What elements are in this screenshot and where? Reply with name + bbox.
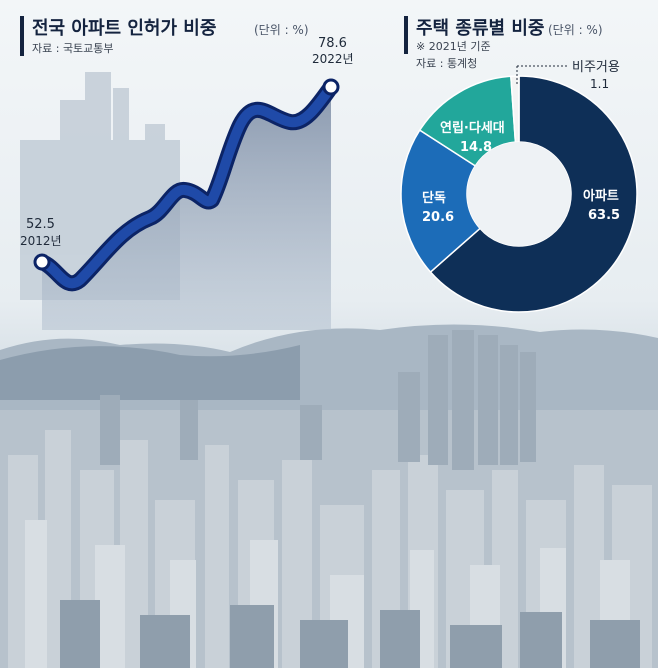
donut-chart [400, 75, 638, 313]
point-end [322, 78, 340, 96]
slice-label-non-residential: 비주거용 [572, 60, 620, 75]
area-fill [42, 87, 331, 330]
donut-hole [467, 142, 571, 246]
left-chart-title: 전국 아파트 인허가 비중 [32, 18, 216, 39]
slice-value-detached: 20.6 [422, 210, 454, 225]
start-value-label: 52.5 [26, 217, 55, 232]
slice-value-apartment: 63.5 [588, 208, 620, 223]
left-chart-source: 자료 : 국토교통부 [32, 42, 114, 55]
right-chart-note: ※ 2021년 기준 [416, 40, 491, 53]
slice-label-townhouse: 연립·다세대 [440, 120, 505, 136]
right-chart-source: 자료 : 통계청 [416, 57, 477, 70]
slice-value-non-residential: 1.1 [590, 77, 609, 91]
left-chart-unit: (단위 : %) [254, 23, 309, 37]
slice-label-detached: 단독 [422, 190, 446, 206]
point-start [33, 253, 51, 271]
city-photo [0, 324, 658, 668]
right-chart-unit: (단위 : %) [548, 23, 603, 37]
slice-label-apartment: 아파트 [583, 188, 619, 204]
line-chart: 52.5 2012년 78.6 2022년 [20, 36, 354, 330]
line-series [37, 82, 336, 289]
start-year-label: 2012년 [20, 234, 62, 248]
right-chart-title: 주택 종류별 비중 [416, 18, 544, 39]
slice-value-townhouse: 14.8 [460, 140, 492, 155]
end-value-label: 78.6 [318, 36, 347, 51]
left-title-bar [20, 16, 24, 56]
end-year-label: 2022년 [312, 52, 354, 66]
right-title-bar [404, 16, 408, 54]
